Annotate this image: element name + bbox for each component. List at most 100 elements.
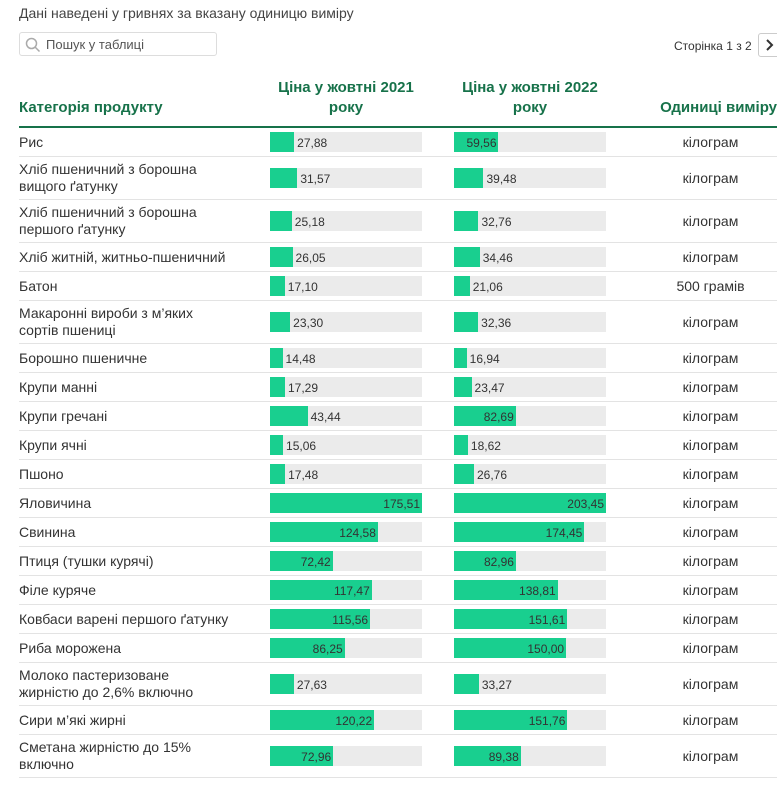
unit-cell: кілограм [630, 459, 777, 489]
bar-track: 43,44 [270, 406, 422, 426]
price-bar [454, 211, 479, 231]
price-bar [454, 132, 499, 152]
bar-track: 27,88 [270, 132, 422, 152]
price-cell: 82,69 [446, 401, 630, 431]
bar-track: 33,27 [454, 674, 606, 694]
table-row: Філе куряче 117,47 138,81 кілограм [19, 575, 777, 605]
price-bar [454, 493, 606, 513]
price-label: 26,05 [295, 251, 326, 265]
unit-cell: кілограм [630, 401, 777, 431]
price-cell: 17,29 [262, 372, 446, 402]
header-row: Категорія продукту Ціна у жовтні 2021 ро… [19, 78, 777, 128]
price-label: 31,57 [300, 172, 331, 186]
price-bar [454, 168, 484, 188]
bar-track: 72,42 [270, 551, 422, 571]
price-cell: 26,76 [446, 459, 630, 489]
price-label: 27,63 [296, 678, 327, 692]
category-cell: Птиця (тушки курячі) [19, 546, 262, 576]
price-cell: 34,46 [446, 242, 630, 272]
unit-cell: кілограм [630, 488, 777, 518]
price-cell: 86,25 [262, 633, 446, 663]
price-label: 72,42 [300, 555, 331, 569]
unit-cell: кілограм [630, 734, 777, 778]
unit-cell: кілограм [630, 199, 777, 243]
price-bar [454, 746, 521, 766]
bar-track: 23,47 [454, 377, 606, 397]
table-row: Свинина 124,58 174,45 кілограм [19, 517, 777, 547]
price-bar [454, 522, 585, 542]
price-label: 17,10 [287, 280, 318, 294]
price-bar [270, 435, 284, 455]
note: Дані наведені у гривнях за вказану одини… [19, 5, 354, 21]
unit-cell: кілограм [630, 517, 777, 547]
bar-track: 175,51 [270, 493, 422, 513]
bar-track: 15,06 [270, 435, 422, 455]
pagination: Сторінка 1 з 2 [674, 39, 752, 53]
table-row: Птиця (тушки курячі) 72,42 82,96 кілограм [19, 546, 777, 576]
bar-track: 21,06 [454, 276, 606, 296]
price-bar [270, 674, 294, 694]
price-bar [270, 406, 308, 426]
price-bar [270, 493, 422, 513]
table-row: Яловичина 175,51 203,45 кілограм [19, 488, 777, 518]
price-cell: 151,76 [446, 705, 630, 735]
category-cell: Крупи гречані [19, 401, 262, 431]
price-label: 16,94 [469, 352, 500, 366]
category-cell: Ковбаси варені першого ґатунку [19, 604, 262, 634]
price-label: 43,44 [310, 410, 341, 424]
table-row: Риба морожена 86,25 150,00 кілограм [19, 633, 777, 663]
price-label: 82,69 [483, 410, 514, 424]
price-bar [270, 464, 286, 484]
price-label: 138,81 [519, 584, 556, 598]
bar-track: 25,18 [270, 211, 422, 231]
bar-track: 27,63 [270, 674, 422, 694]
price-bar [454, 348, 467, 368]
price-bar [454, 406, 516, 426]
price-bar [270, 638, 345, 658]
unit-cell: кілограм [630, 300, 777, 344]
price-cell: 138,81 [446, 575, 630, 605]
price-cell: 21,06 [446, 271, 630, 301]
next-page-button[interactable] [758, 33, 777, 57]
column-header: Ціна у жовтні 2022 року [446, 78, 630, 128]
price-label: 124,58 [339, 526, 376, 540]
price-bar [454, 674, 479, 694]
price-cell: 32,36 [446, 300, 630, 344]
bar-track: 117,47 [270, 580, 422, 600]
unit-cell: 500 грамів [630, 271, 777, 301]
search-box[interactable]: Пошук у таблиці [19, 32, 217, 56]
unit-cell: кілограм [630, 343, 777, 373]
price-label: 203,45 [567, 497, 604, 511]
price-cell: 89,38 [446, 734, 630, 778]
price-label: 72,96 [301, 750, 332, 764]
price-label: 26,76 [476, 468, 508, 482]
bar-track: 18,62 [454, 435, 606, 455]
price-bar [270, 168, 298, 188]
price-label: 151,61 [528, 613, 566, 627]
price-bar [270, 132, 295, 152]
bar-track: 16,94 [454, 348, 606, 368]
price-cell: 72,96 [262, 734, 446, 778]
search-icon [25, 37, 41, 53]
price-cell: 151,61 [446, 604, 630, 634]
bar-track: 174,45 [454, 522, 606, 542]
price-cell: 203,45 [446, 488, 630, 518]
bar-track: 82,96 [454, 551, 606, 571]
category-cell: Хліб пшеничний з борошна вищого ґатунку [19, 156, 262, 200]
bar-track: 115,56 [270, 609, 422, 629]
price-label: 39,48 [486, 172, 517, 186]
bar-track: 82,69 [454, 406, 606, 426]
price-cell: 150,00 [446, 633, 630, 663]
bar-track: 151,61 [454, 609, 606, 629]
price-label: 25,18 [294, 215, 325, 229]
bar-track: 23,30 [270, 312, 422, 332]
price-label: 86,25 [312, 642, 343, 656]
column-header: Одиниці виміру [630, 78, 777, 128]
table-row: Борошно пшеничне 14,48 16,94 кілограм [19, 343, 777, 373]
table-row: Крупи ячні 15,06 18,62 кілограм [19, 430, 777, 460]
table-row: Хліб пшеничний з борошна першого ґатунку… [19, 199, 777, 243]
price-bar [454, 435, 468, 455]
price-cell: 14,48 [262, 343, 446, 373]
price-label: 89,38 [488, 750, 519, 764]
